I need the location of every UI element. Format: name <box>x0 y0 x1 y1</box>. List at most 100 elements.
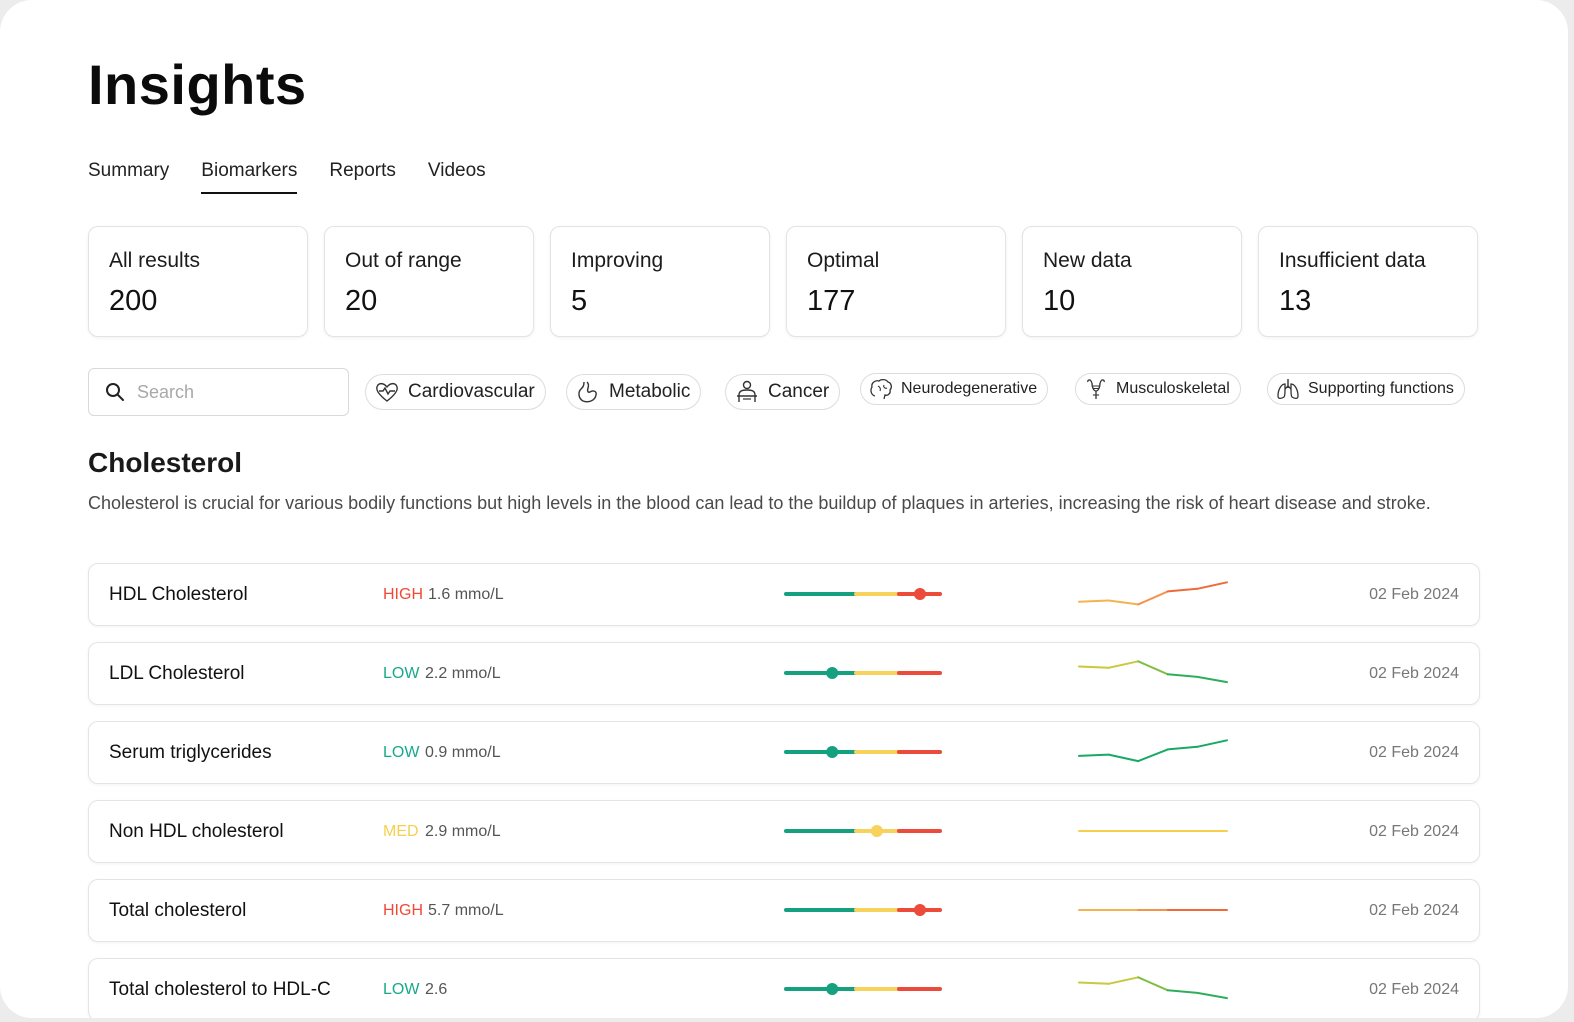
page-title: Insights <box>88 53 307 116</box>
trend-segment <box>1137 976 1169 992</box>
filter-chip-cardiovascular[interactable]: Cardiovascular <box>365 374 546 410</box>
trend-segment <box>1137 590 1169 606</box>
biomarker-row-total-cholesterol[interactable]: Total cholesterol HIGH 5.7 mmo/L 02 Feb 202… <box>88 879 1480 942</box>
filter-bar: Cardiovascular Metabolic Cancer Neurodeg… <box>88 368 1480 416</box>
stat-label: Improving <box>571 249 664 272</box>
trend-sparkline <box>1078 660 1228 684</box>
biomarker-name: Non HDL cholesterol <box>109 821 284 842</box>
trend-segment <box>1107 753 1140 763</box>
trend-segment <box>1078 665 1110 669</box>
stat-card-optimal[interactable]: Optimal 177 <box>786 226 1006 337</box>
stat-value: 13 <box>1279 285 1312 317</box>
stats-row: All results 200 Out of range 20 Improvin… <box>88 226 1478 337</box>
filter-chip-neurodegenerative[interactable]: Neurodegenerative <box>860 373 1049 405</box>
range-bar <box>784 904 942 916</box>
range-marker <box>913 904 926 916</box>
trend-segment <box>1196 991 1228 1000</box>
stat-value: 10 <box>1043 285 1076 317</box>
biomarker-name: HDL Cholesterol <box>109 584 248 605</box>
biomarker-name: LDL Cholesterol <box>109 663 245 684</box>
trend-sparkline <box>1078 909 1228 911</box>
trend-segment <box>1137 660 1169 676</box>
section-description: Cholesterol is crucial for various bodil… <box>88 493 1431 513</box>
stat-value: 177 <box>807 285 856 317</box>
tab-reports[interactable]: Reports <box>329 160 396 181</box>
biomarker-value: 5.7 mmo/L <box>428 902 504 919</box>
filter-chip-label: Cancer <box>768 381 830 402</box>
search-box[interactable] <box>88 368 349 416</box>
trend-sparkline <box>1078 830 1228 832</box>
biomarker-row-ldl-cholesterol[interactable]: LDL Cholesterol LOW 2.2 mmo/L 02 Feb 2024 <box>88 642 1480 705</box>
filter-chip-cancer[interactable]: Cancer <box>725 374 841 410</box>
trend-segment <box>1078 753 1110 757</box>
biomarker-date: 02 Feb 2024 <box>1369 665 1459 682</box>
trend-segment <box>1078 981 1110 985</box>
tab-bar: Summary Biomarkers Reports Videos <box>88 160 486 194</box>
biomarker-value: 2.9 mmo/L <box>425 823 501 840</box>
range-marker <box>826 983 839 995</box>
trend-segment <box>1107 660 1140 669</box>
trend-segment <box>1078 599 1110 603</box>
tab-biomarkers[interactable]: Biomarkers <box>201 160 298 194</box>
range-bar <box>784 983 942 995</box>
status-badge: LOW <box>383 665 420 682</box>
range-bar <box>784 667 942 679</box>
stat-card-new-data[interactable]: New data 10 <box>1022 226 1242 337</box>
biomarker-value: 1.6 mmo/L <box>428 586 504 603</box>
section-title: Cholesterol <box>88 447 243 478</box>
filter-chip-supporting-functions[interactable]: Supporting functions <box>1267 373 1465 405</box>
biomarker-row-hdl-cholesterol[interactable]: HDL Cholesterol HIGH 1.6 mmo/L 02 Feb 2024 <box>88 563 1480 626</box>
biomarker-name: Serum triglycerides <box>109 742 272 763</box>
search-input[interactable] <box>137 381 327 403</box>
status-badge: LOW <box>383 981 420 998</box>
range-bar <box>784 588 942 600</box>
range-bar <box>784 746 942 758</box>
trend-sparkline <box>1078 581 1228 606</box>
range-marker <box>826 746 839 758</box>
heart-pulse-icon <box>376 382 398 402</box>
stat-label: Insufficient data <box>1279 249 1426 272</box>
stat-label: Optimal <box>807 249 880 272</box>
lungs-icon <box>1277 379 1299 400</box>
stat-card-improving[interactable]: Improving 5 <box>550 226 770 337</box>
person-scan-icon <box>737 380 757 402</box>
trend-segment <box>1166 587 1199 593</box>
status-badge: LOW <box>383 744 420 761</box>
biomarker-name: Total cholesterol <box>109 900 247 921</box>
range-marker <box>826 667 839 679</box>
biomarker-row-non-hdl-cholesterol[interactable]: Non HDL cholesterol MED 2.9 mmo/L 02 Feb 20… <box>88 800 1480 863</box>
stat-card-insufficient-data[interactable]: Insufficient data 13 <box>1258 226 1478 337</box>
stat-value: 5 <box>571 285 588 317</box>
biomarker-date: 02 Feb 2024 <box>1369 902 1459 919</box>
stat-label: All results <box>109 249 201 272</box>
filter-chip-metabolic[interactable]: Metabolic <box>566 374 702 410</box>
biomarker-date: 02 Feb 2024 <box>1369 981 1459 998</box>
filter-chip-musculoskeletal[interactable]: Musculoskeletal <box>1075 373 1241 405</box>
filter-chip-label: Metabolic <box>609 381 691 402</box>
trend-segment <box>1196 675 1228 684</box>
filter-chip-label: Cardiovascular <box>408 381 535 402</box>
biomarker-row-serum-triglycerides[interactable]: Serum triglycerides LOW 0.9 mmo/L 02 Feb 20… <box>88 721 1480 784</box>
tab-videos[interactable]: Videos <box>427 160 486 181</box>
stat-card-all-results[interactable]: All results 200 <box>88 226 308 337</box>
stat-value: 20 <box>345 285 378 317</box>
trend-segment <box>1166 989 1199 994</box>
trend-segment <box>1107 976 1140 985</box>
trend-segment <box>1166 745 1199 751</box>
stat-value: 200 <box>109 285 158 317</box>
biomarker-row-total-cholesterol-to-hdl-c[interactable]: Total cholesterol to HDL-C LOW 2.6 02 Feb 2… <box>88 958 1480 1018</box>
biomarker-date: 02 Feb 2024 <box>1369 823 1459 840</box>
tab-summary[interactable]: Summary <box>88 160 170 181</box>
biomarker-value: 2.6 <box>425 981 448 998</box>
range-marker <box>913 588 926 600</box>
stat-label: Out of range <box>345 249 462 272</box>
search-icon <box>106 383 124 401</box>
trend-sparkline <box>1078 739 1228 763</box>
biomarker-date: 02 Feb 2024 <box>1369 744 1459 761</box>
stat-card-out-of-range[interactable]: Out of range 20 <box>324 226 534 337</box>
status-badge: MED <box>383 823 419 840</box>
status-badge: HIGH <box>383 586 423 603</box>
stat-label: New data <box>1043 249 1132 272</box>
trend-segment <box>1166 673 1199 678</box>
